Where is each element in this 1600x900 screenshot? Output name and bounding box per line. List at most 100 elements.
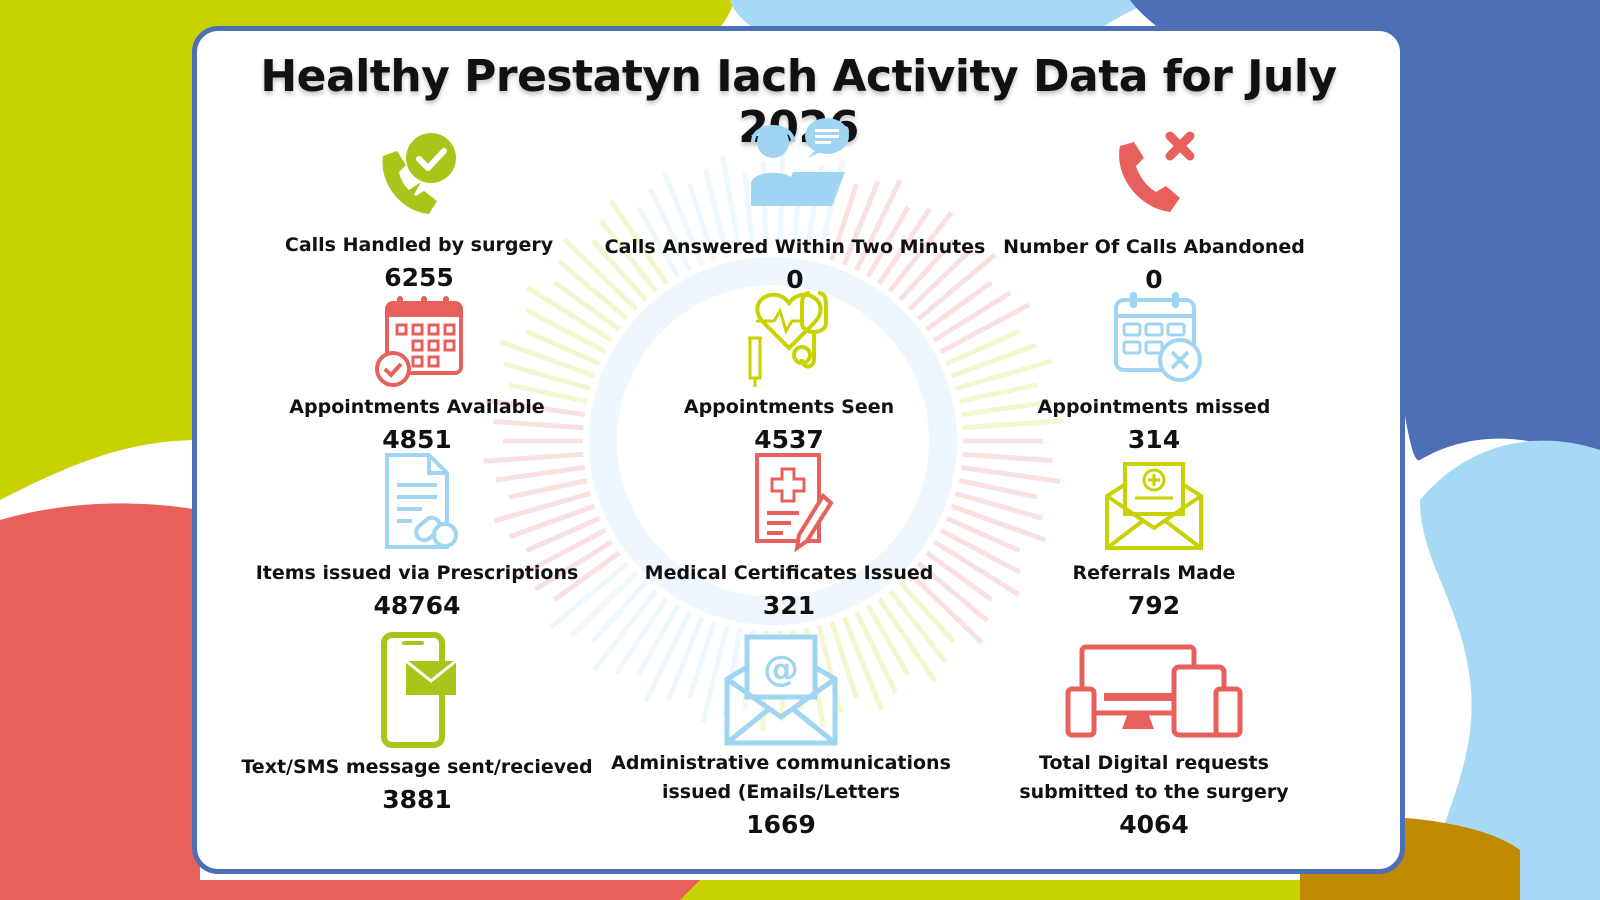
burst-ray [954, 358, 1053, 392]
burst-ray [493, 418, 584, 431]
stat-label: Number Of Calls Abandoned [1003, 236, 1305, 258]
stat-label-line2: issued (Emails/Letters [661, 781, 901, 803]
stat-value: 4851 [382, 425, 452, 454]
stat-label: Calls Answered Within Two Minutes [604, 236, 986, 258]
stat-value: 4537 [754, 425, 824, 454]
light-blue-right-blob [1420, 440, 1600, 900]
stat-label-line1: Total Digital requests [1039, 752, 1269, 774]
stat-value: 792 [1127, 591, 1181, 620]
burst-ray [643, 610, 692, 703]
burst-ray [508, 478, 588, 500]
burst-ray [503, 361, 592, 392]
stat-value: 48764 [373, 591, 461, 620]
burst-ray [553, 550, 621, 602]
stethoscope-heart-icon [594, 283, 984, 387]
burst-ray [524, 307, 607, 355]
burst-ray [553, 280, 621, 332]
burst-ray [495, 464, 586, 483]
burst-ray [945, 515, 1021, 554]
call-centre-agent-icon [600, 114, 990, 214]
burst-ray [829, 183, 859, 262]
burst-ray [608, 199, 669, 285]
prescription-pills-icon [222, 451, 612, 551]
phone-cross-icon [959, 126, 1349, 226]
burst-ray [888, 589, 948, 664]
stat-label: Items issued via Prescriptions [255, 562, 579, 584]
burst-ray [854, 179, 903, 272]
burst-ray [950, 342, 1037, 379]
stat-label: Appointments missed [1037, 396, 1271, 418]
referral-envelope-icon [959, 456, 1349, 556]
burst-ray [635, 604, 681, 677]
burst-ray [841, 616, 884, 711]
burst-ray [549, 561, 630, 630]
burst-ring [589, 257, 957, 625]
burst-ray [687, 620, 717, 699]
burst-ray [483, 451, 584, 464]
burst-ray [687, 183, 717, 262]
burst-ray [932, 539, 1021, 597]
burst-ray [958, 382, 1038, 404]
burst-ray [556, 259, 630, 321]
burst-ray [907, 571, 984, 645]
burst-ray [525, 328, 601, 367]
burst-ray [877, 207, 932, 285]
svg-text:@: @ [763, 649, 799, 690]
burst-ray [702, 168, 730, 258]
stat-label: Appointments Available [289, 396, 545, 418]
calendar-cross-icon [959, 288, 1349, 388]
mobile-message-icon [222, 631, 612, 751]
burst-ray [493, 490, 592, 524]
stat-label-line1: Administrative communications [611, 752, 951, 774]
burst-ray [635, 205, 681, 278]
burst-ray [888, 210, 954, 293]
burst-ray [916, 252, 997, 321]
stat-label: Appointments Seen [683, 396, 895, 418]
burst-ray [569, 571, 639, 638]
burst-ray [665, 616, 705, 702]
stat-value: 0 [1145, 265, 1163, 294]
medical-certificate-icon [594, 451, 984, 553]
burst-ray [508, 382, 588, 404]
activity-card: Healthy Prestatyn Iach Activity Data for… [192, 26, 1405, 874]
red-bottom-blob [200, 880, 720, 900]
burst-ray [954, 490, 1043, 521]
burst-ray [525, 285, 614, 343]
burst-ray [614, 597, 669, 675]
burst-ray [648, 188, 692, 272]
stat-label-line2: submitted to the surgery [1019, 781, 1289, 803]
burst-ray [829, 620, 859, 699]
yellow-bottom-blob [680, 880, 1300, 900]
burst-ray [525, 515, 601, 554]
burst-ray [939, 527, 1022, 575]
burst-ray [925, 280, 993, 332]
stat-value: 321 [762, 591, 816, 620]
burst-ray [592, 589, 658, 672]
stat-value: 4064 [1119, 810, 1189, 839]
stat-label: Referrals Made [1072, 562, 1236, 584]
burst-ray [534, 539, 614, 592]
burst-ray [515, 527, 607, 580]
burst-ray [945, 328, 1021, 367]
burst-ray [562, 237, 639, 311]
burst-ray [865, 205, 911, 278]
stat-label: Calls Handled by surgery [284, 234, 554, 256]
burst-ray [720, 154, 743, 255]
burst-ray [960, 399, 1051, 418]
red-blob [0, 503, 200, 900]
burst-ray [590, 238, 648, 302]
burst-ray [925, 550, 993, 602]
stat-value: 3881 [382, 785, 452, 814]
burst-ray [841, 180, 881, 266]
burst-ray [742, 172, 756, 253]
burst-ray [865, 604, 911, 677]
burst-ray [877, 597, 938, 683]
email-at-icon: @ [586, 633, 976, 751]
burst-ray [960, 464, 1061, 484]
burst-ray [499, 339, 596, 379]
burst-ray [509, 503, 596, 540]
burst-ray [590, 580, 648, 644]
burst-ray [485, 398, 586, 418]
burst-ray [958, 478, 1038, 500]
burst-ray [662, 171, 705, 266]
